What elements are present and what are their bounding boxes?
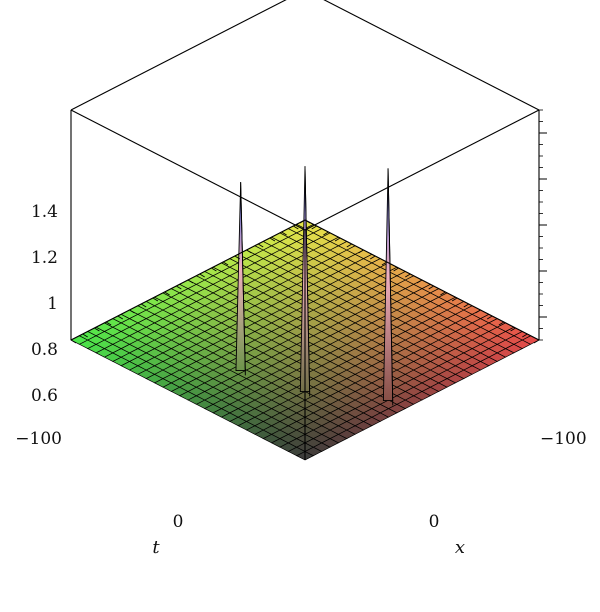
t-tick xyxy=(428,285,434,290)
t-tick xyxy=(334,237,341,242)
x-tick xyxy=(257,243,264,248)
x-tick xyxy=(70,339,77,344)
t-tick xyxy=(323,231,329,236)
x-tick xyxy=(94,327,100,332)
t-tick xyxy=(369,255,376,260)
peak-ridge xyxy=(387,168,394,401)
x-axis-title: x xyxy=(455,537,465,558)
t-tick xyxy=(299,219,306,224)
x-tick xyxy=(176,285,182,290)
t-tick xyxy=(311,225,317,230)
z-tick-label: 0.8 xyxy=(31,340,58,360)
t-tick xyxy=(510,327,516,332)
t-tick xyxy=(405,273,411,278)
z-tick-label: 1.2 xyxy=(31,248,58,268)
t-tick xyxy=(346,243,353,248)
box-edge xyxy=(70,109,306,231)
t-tick xyxy=(440,291,446,296)
z-tick-labels: 1.4 1.2 1 0.8 0.6 xyxy=(31,202,58,406)
z-tick-label: 1 xyxy=(47,294,58,314)
x-tick xyxy=(281,231,287,236)
t-tick xyxy=(358,249,364,254)
x-tick xyxy=(117,315,124,320)
x-tick xyxy=(199,273,205,278)
t-tick xyxy=(522,333,528,338)
x-tick xyxy=(304,219,311,224)
t-tick-label: −100 xyxy=(15,429,62,449)
x-tick xyxy=(140,303,147,308)
x-tick-label: −100 xyxy=(540,429,587,449)
x-tick xyxy=(82,333,88,338)
x-tick xyxy=(105,321,112,326)
z-tick-label: 0.6 xyxy=(31,386,58,406)
x-tick xyxy=(152,297,159,302)
peak-ridge xyxy=(304,166,311,392)
t-tick xyxy=(416,279,423,284)
t-tick-label: 0 xyxy=(173,512,184,532)
x-tick xyxy=(269,237,276,242)
z-axis xyxy=(539,109,547,341)
t-tick xyxy=(463,303,470,308)
t-axis xyxy=(299,219,540,344)
t-tick xyxy=(381,261,388,266)
t-tick xyxy=(498,321,505,326)
t-axis-title: t xyxy=(152,537,160,558)
bounding-box xyxy=(70,0,540,460)
t-tick-labels: −100 0 t xyxy=(15,429,183,558)
x-tick xyxy=(234,255,241,260)
t-tick xyxy=(486,315,493,320)
box-edge xyxy=(304,109,540,231)
x-tick xyxy=(187,279,194,284)
x-tick xyxy=(246,249,252,254)
z-tick-label: 1.4 xyxy=(31,202,58,222)
t-tick xyxy=(451,297,458,302)
x-tick xyxy=(222,261,229,266)
x-tick-label: 0 xyxy=(429,512,440,532)
x-tick xyxy=(293,225,299,230)
t-tick xyxy=(533,339,540,344)
box-edge xyxy=(323,0,540,111)
t-tick xyxy=(475,309,481,314)
x-tick xyxy=(211,267,217,272)
x-tick-labels: −100 0 x xyxy=(429,429,587,558)
peak-ridge xyxy=(240,182,246,371)
t-tick xyxy=(393,267,399,272)
box-edge xyxy=(70,0,287,111)
x-axis xyxy=(70,219,311,344)
x-tick xyxy=(164,291,170,296)
x-tick xyxy=(129,309,135,314)
